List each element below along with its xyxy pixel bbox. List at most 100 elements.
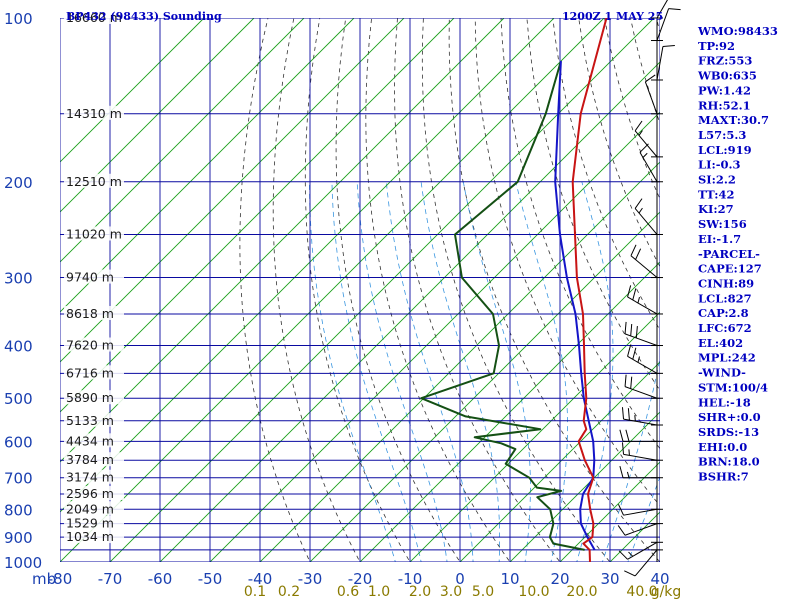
wind-barb-flag	[662, 44, 675, 47]
wind-barb-flag	[619, 466, 624, 478]
temperature-tick-label: 0	[455, 570, 465, 588]
moist-adiabat	[462, 181, 531, 562]
index-value: PW:1.42	[698, 83, 751, 97]
isotherm	[359, 261, 660, 562]
index-value: MAXT:30.7	[698, 113, 769, 127]
height-label: 5890 m	[66, 390, 114, 405]
index-value: BSHR:7	[698, 470, 749, 484]
index-value: EI:-1.7	[698, 232, 741, 246]
wind-barb-flag	[630, 323, 633, 336]
dry-adiabat	[239, 18, 311, 562]
temperature-tick-label: 40	[650, 570, 669, 588]
index-value: LI:-0.3	[698, 158, 741, 172]
wind-barb-flag	[632, 347, 637, 360]
wind-barb-flag	[637, 297, 640, 304]
wind-barb-flag	[630, 376, 633, 389]
temperature-tick-label: 10	[500, 570, 519, 588]
pressure-tick-label: 500	[4, 390, 33, 408]
height-label: 5133 m	[66, 413, 114, 428]
pressure-tick-label: 300	[4, 270, 33, 288]
height-label-bg	[64, 501, 124, 516]
dry-adiabat	[578, 18, 660, 268]
dry-adiabat	[335, 18, 461, 562]
height-label-bg	[64, 452, 124, 467]
pressure-unit-label: mb	[32, 570, 56, 588]
index-value: BRN:18.0	[698, 455, 760, 469]
temperature-tick-label: -40	[248, 570, 273, 588]
index-value: CAP:2.8	[698, 306, 749, 320]
wind-barb-flag	[628, 551, 634, 557]
height-label-bg	[64, 10, 124, 24]
index-value: SW:156	[698, 217, 747, 231]
wind-barb-flag	[638, 207, 643, 214]
mixing-ratio-label: 0.6	[337, 584, 359, 600]
wind-barb-flag	[626, 471, 630, 478]
isotherm	[60, 18, 355, 313]
height-label-bg	[64, 486, 124, 501]
isotherm	[60, 18, 255, 213]
wind-barb	[634, 549, 658, 577]
height-label-bg	[64, 105, 124, 120]
height-label-bg	[64, 173, 124, 188]
wind-barb	[624, 523, 658, 536]
wind-barb-flag	[624, 321, 627, 334]
moist-adiabat	[331, 181, 422, 562]
height-label-bg	[64, 412, 124, 427]
isotherm	[459, 361, 660, 562]
index-value: FRZ:553	[698, 54, 752, 68]
index-value: LCL:919	[698, 143, 752, 157]
mixing-ratio-label: 0.1	[244, 584, 266, 600]
height-label: 9740 m	[66, 270, 114, 285]
index-value: EL:402	[698, 336, 743, 350]
temperature-tick-label: -30	[298, 570, 323, 588]
wind-barb-flag	[634, 198, 643, 209]
isotherm	[309, 211, 660, 562]
wind-barb	[656, 8, 670, 41]
index-value: EHI:0.0	[698, 440, 747, 454]
wind-barb-flag	[617, 525, 626, 536]
wind-barb	[644, 81, 658, 114]
pressure-tick-label: 900	[4, 529, 33, 547]
index-value: HEL:-18	[698, 395, 751, 409]
index-value: L57:5.3	[698, 128, 746, 142]
height-label: 7620 m	[66, 338, 114, 353]
height-label: 1529 m	[66, 516, 114, 531]
parcel-line	[554, 61, 596, 551]
grid-layer	[60, 18, 660, 562]
dry-adiabat	[272, 18, 361, 562]
dewpoint-line	[420, 60, 585, 551]
wind-barb-flag	[624, 570, 636, 577]
wind-barb	[656, 0, 668, 19]
wind-barb-flag	[642, 152, 648, 158]
wind-barb-flag	[630, 244, 637, 256]
dry-adiabat	[552, 18, 660, 331]
wind-barb-flag	[618, 550, 628, 560]
pressure-tick-label: 400	[4, 338, 33, 356]
index-value: -WIND-	[698, 366, 746, 380]
height-label-bg	[64, 515, 124, 530]
wind-barb	[623, 453, 658, 461]
dry-adiabat	[421, 18, 611, 562]
wind-barb-flag	[619, 429, 624, 442]
index-value: SI:2.2	[698, 173, 736, 187]
temperature-tick-label: 30	[600, 570, 619, 588]
wind-barb-flag	[624, 374, 627, 387]
pressure-tick-label: 1000	[4, 554, 42, 572]
height-label-bg	[64, 529, 124, 544]
wind-barb	[630, 255, 658, 278]
mixing-ratio-label: 1.0	[368, 584, 390, 600]
wind-barb	[624, 333, 658, 346]
index-value: RH:52.1	[698, 98, 751, 112]
isotherm	[60, 18, 305, 263]
profile-layer	[420, 18, 608, 562]
pressure-tick-label: 700	[4, 470, 33, 488]
height-label-bg	[64, 226, 124, 241]
pressure-tick-label: 200	[4, 174, 33, 192]
station-title: BP432 (98433) Sounding	[66, 10, 222, 23]
index-value: LFC:672	[698, 321, 752, 335]
isotherm	[60, 18, 505, 463]
height-label-bg	[64, 390, 124, 405]
index-value: CAPE:127	[698, 262, 762, 276]
wind-barb-flag	[621, 407, 625, 420]
wind-barb	[656, 46, 664, 81]
